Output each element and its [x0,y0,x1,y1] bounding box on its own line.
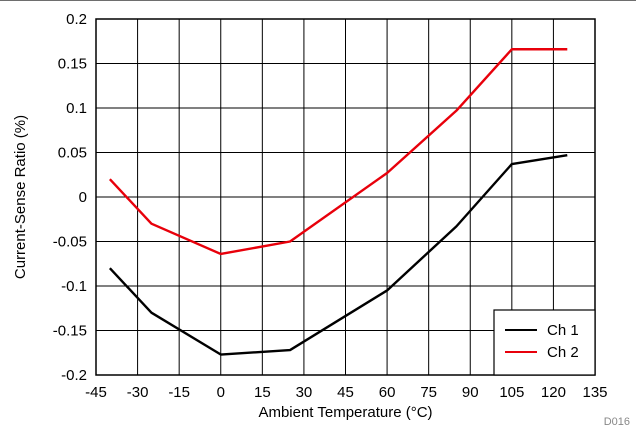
y-tick-label: 0 [79,189,87,206]
x-tick-label: -30 [127,384,149,401]
y-tick-label: -0.05 [53,234,87,251]
x-tick-label: 60 [379,384,396,401]
x-tick-label: 15 [254,384,271,401]
x-tick-label: 120 [541,384,566,401]
y-tick-label: -0.2 [61,367,87,384]
y-tick-label: -0.1 [61,278,87,295]
series-line-ch1 [108,153,568,356]
x-tick-label: 135 [582,384,607,401]
plot-area-border [95,18,596,376]
x-tick-label: -45 [85,384,107,401]
x-tick-labels: -45 -30 -15 0 15 30 45 60 75 90 105 120 135 [85,384,607,401]
x-tick-label: 90 [462,384,479,401]
legend-label-ch2: Ch 2 [547,344,579,361]
figure-top-border [0,0,636,1]
y-tick-label: 0.15 [58,56,87,73]
series-lines [108,48,568,356]
x-tick-label: 45 [337,384,354,401]
figure-id-label: D016 [604,416,630,428]
y-tick-label: 0.2 [66,11,87,28]
y-tick-label: -0.15 [53,323,87,340]
legend-box [493,309,596,376]
x-tick-label: 0 [217,384,225,401]
x-tick-label: -15 [168,384,190,401]
legend: Ch 1 Ch 2 [493,309,596,376]
y-tick-label: 0.05 [58,145,87,162]
x-tick-label: 75 [420,384,437,401]
y-tick-labels: 0.2 0.15 0.1 0.05 0 -0.05 -0.1 -0.15 -0.2 [53,11,87,384]
x-axis-title: Ambient Temperature (°C) [258,404,432,421]
y-tick-label: 0.1 [66,100,87,117]
x-tick-label: 105 [499,384,524,401]
series-line-ch2 [108,48,568,256]
x-tick-label: 30 [296,384,313,401]
legend-label-ch1: Ch 1 [547,322,579,339]
y-axis-title: Current-Sense Ratio (%) [12,115,29,279]
